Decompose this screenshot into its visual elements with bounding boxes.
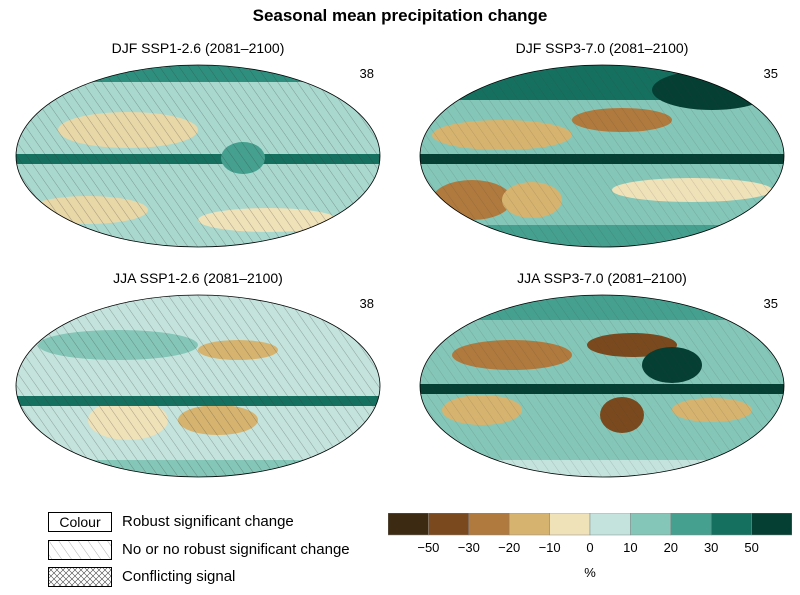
colorbar-swatch: [468, 513, 510, 536]
colorbar-swatch: [710, 513, 752, 536]
colorbar-swatch: [428, 513, 470, 536]
world-map: [419, 294, 785, 478]
map-panel-djf-ssp370: DJF SSP3-7.0 (2081–2100) 35: [412, 40, 792, 255]
panel-title: DJF SSP3-7.0 (2081–2100): [515, 40, 689, 56]
colorbar-tick-label: 20: [663, 540, 679, 555]
legend-conflicting-label: Conflicting signal: [122, 568, 236, 585]
legend-crosshatch-swatch: [48, 567, 112, 587]
colorbar-swatch: [589, 513, 631, 536]
legend-robust-label: Robust significant change: [122, 513, 294, 530]
legend-colour-box: Colour: [48, 512, 112, 532]
model-count: 38: [359, 66, 374, 81]
figure-title: Seasonal mean precipitation change: [252, 6, 548, 25]
map-panel-jja-ssp126: JJA SSP1-2.6 (2081–2100) 38: [8, 270, 388, 485]
colorbar: [388, 513, 792, 536]
colorbar-swatch: [670, 513, 712, 536]
colorbar-tick-label: 50: [744, 540, 759, 555]
colorbar-swatch: [630, 513, 672, 536]
colorbar-tick-label: −30: [457, 540, 480, 555]
panel-title: JJA SSP1-2.6 (2081–2100): [113, 270, 283, 286]
model-count: 38: [359, 296, 374, 311]
model-count: 35: [763, 296, 778, 311]
panel-title: DJF SSP1-2.6 (2081–2100): [111, 40, 285, 56]
colorbar-swatch: [751, 513, 792, 536]
map-panel-djf-ssp126: DJF SSP1-2.6 (2081–2100) 38: [8, 40, 388, 255]
panel-title: JJA SSP3-7.0 (2081–2100): [517, 270, 687, 286]
world-map: [15, 294, 381, 478]
colorbar-tick-label: 10: [623, 540, 638, 555]
model-count: 35: [763, 66, 778, 81]
legend-hatch-swatch: [48, 540, 112, 560]
colorbar-tick-label: −50: [417, 540, 440, 555]
colorbar-swatch: [388, 513, 429, 536]
world-map: [419, 64, 785, 248]
world-map: [15, 64, 381, 248]
colorbar-tick-label: 0: [586, 540, 594, 555]
legend-no-robust-label: No or no robust significant change: [122, 541, 350, 558]
colorbar-tick-label: −20: [498, 540, 521, 555]
colorbar-unit: %: [584, 565, 596, 580]
colorbar-tick-label: 30: [703, 540, 719, 555]
colorbar-swatch: [508, 513, 550, 536]
map-panel-jja-ssp370: JJA SSP3-7.0 (2081–2100) 35: [412, 270, 792, 485]
colorbar-swatch: [549, 513, 591, 536]
colorbar-tick-label: −10: [538, 540, 561, 555]
